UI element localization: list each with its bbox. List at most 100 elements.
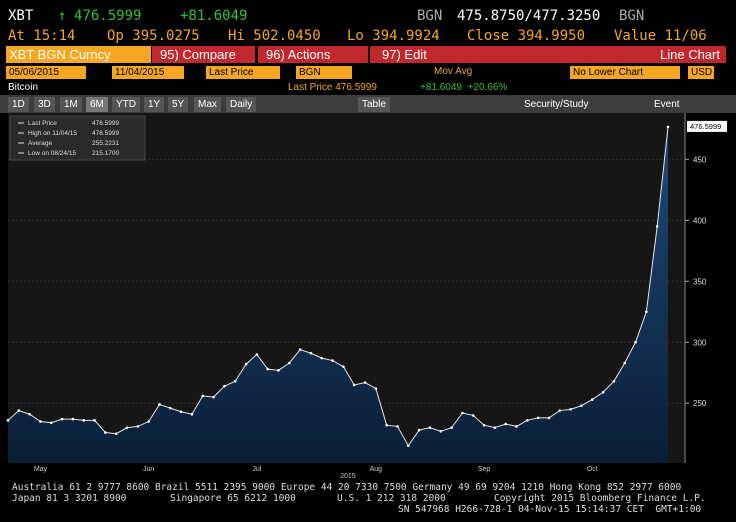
period-button[interactable]: 1M xyxy=(60,97,82,112)
point xyxy=(201,394,205,398)
last-price: Last Price 476.5999 xyxy=(288,82,377,93)
legend-value: 476.5999 xyxy=(92,130,119,137)
last-price-box xyxy=(687,120,727,132)
currency[interactable]: USD xyxy=(688,66,714,79)
point xyxy=(309,351,313,355)
footer-contact: U.S. 1 212 318 2000 xyxy=(337,493,446,504)
point xyxy=(536,416,540,420)
actions-button[interactable]: 96) Actions xyxy=(258,46,368,63)
line xyxy=(7,126,669,447)
legend-label: Average xyxy=(28,140,52,147)
x-year-label: 2015 xyxy=(340,473,356,478)
last-price-label: 476.5999 xyxy=(690,122,721,131)
up-arrow: ↑ xyxy=(58,8,67,24)
point xyxy=(223,384,226,388)
change: +81.6049 xyxy=(180,8,248,24)
y-tick-label: 350 xyxy=(693,277,707,286)
x-tick-label: Jun xyxy=(143,466,154,473)
event-button[interactable]: Event xyxy=(654,99,680,110)
y-tick-label: 250 xyxy=(693,399,707,408)
legend-label: Low on 08/24/15 xyxy=(28,150,76,157)
point xyxy=(71,417,75,421)
point xyxy=(233,379,237,383)
point xyxy=(28,412,31,416)
x-tick-label: Aug xyxy=(370,466,383,473)
point xyxy=(114,432,118,436)
price-source[interactable]: BGN xyxy=(296,66,352,79)
footer-contact: Singapore 65 6212 1000 xyxy=(170,493,296,504)
point xyxy=(612,379,616,383)
source: BGN xyxy=(417,8,443,24)
point xyxy=(634,340,637,344)
point xyxy=(385,423,388,427)
point xyxy=(493,426,497,429)
point xyxy=(417,428,421,432)
point xyxy=(504,422,508,426)
point xyxy=(439,429,443,433)
x-tick-label: May xyxy=(34,466,48,473)
table-button[interactable]: Table xyxy=(358,97,390,112)
point xyxy=(212,395,215,399)
point xyxy=(655,225,659,228)
high: Hi 502.0450 xyxy=(228,28,321,44)
point xyxy=(428,426,432,429)
point xyxy=(125,426,129,429)
edit-button[interactable]: 97) Edit xyxy=(370,46,472,63)
legend-value: 476.5999 xyxy=(92,120,119,127)
legend-value: 255.2231 xyxy=(92,140,119,147)
point xyxy=(374,387,378,390)
chart: 250 300 350 400 450 May Jun Jul Aug 2015 Sep Oct 476… xyxy=(6,113,727,478)
compare-button[interactable]: 95) Compare xyxy=(152,46,255,63)
chart-type[interactable]: Line Chart xyxy=(470,46,726,63)
point xyxy=(396,425,399,428)
point xyxy=(590,398,594,401)
legend-value: 215.1700 xyxy=(92,150,119,157)
field[interactable]: Last Price xyxy=(206,66,280,79)
point xyxy=(136,425,140,428)
point xyxy=(17,409,21,412)
low: Lo 394.9924 xyxy=(347,28,440,44)
point xyxy=(645,310,648,314)
point xyxy=(82,419,86,422)
point xyxy=(558,409,562,412)
period-button[interactable]: Max xyxy=(194,97,221,112)
point xyxy=(39,420,42,423)
study-button[interactable]: Security/Study xyxy=(524,99,589,110)
period-button[interactable]: 6M xyxy=(86,97,108,112)
footer-line: Australia 61 2 9777 8600 Brazil 5511 239… xyxy=(12,482,682,493)
period-button[interactable]: 1Y xyxy=(144,97,165,112)
point xyxy=(461,411,464,415)
footer-session: SN 547968 H266-728-1 04-Nov-15 15:14:37 … xyxy=(398,504,702,515)
point xyxy=(298,348,302,351)
end-date[interactable]: 11/04/2015 xyxy=(112,66,184,79)
lower-chart[interactable]: No Lower Chart xyxy=(570,66,680,79)
point xyxy=(104,431,107,434)
point xyxy=(93,419,96,422)
y-tick-label: 400 xyxy=(693,216,707,225)
bid-ask: 475.8750/477.3250 xyxy=(457,8,601,24)
last: 476.5999 xyxy=(74,8,142,24)
point xyxy=(352,383,356,387)
x-tick-label: Sep xyxy=(478,466,491,473)
point xyxy=(320,356,324,360)
period-button[interactable]: 3D xyxy=(34,97,55,112)
start-date[interactable]: 05/06/2015 xyxy=(6,66,86,79)
period-button[interactable]: YTD xyxy=(112,97,140,112)
period-button[interactable]: 5Y xyxy=(168,97,189,112)
security[interactable]: XBT BGN Curncy xyxy=(6,46,151,63)
period-button[interactable]: 1D xyxy=(8,97,29,112)
footer-contact: Japan 81 3 3201 8900 xyxy=(12,493,127,504)
point xyxy=(244,362,248,366)
point xyxy=(363,381,367,384)
point xyxy=(168,406,172,410)
point xyxy=(482,423,486,427)
legend-label: Last Price xyxy=(28,120,57,127)
point xyxy=(190,412,194,416)
area xyxy=(8,126,668,463)
frequency[interactable]: Daily xyxy=(226,97,257,112)
point xyxy=(49,421,53,425)
ticker: XBT xyxy=(8,8,34,24)
study[interactable]: Mov Avg xyxy=(434,66,473,77)
point xyxy=(60,417,64,421)
